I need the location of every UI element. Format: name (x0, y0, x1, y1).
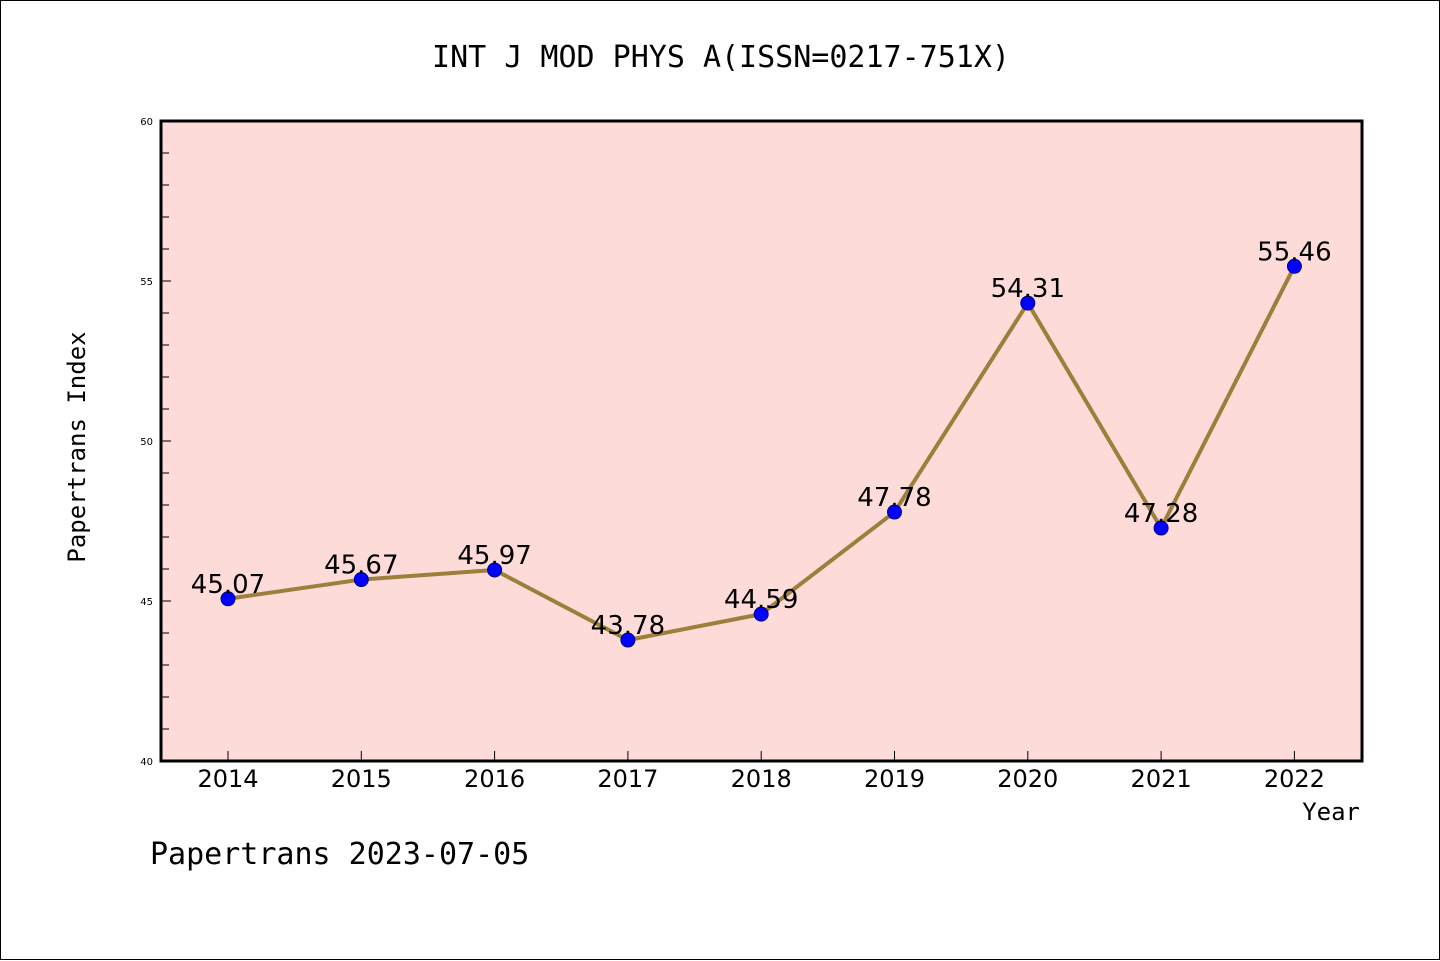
data-point (1153, 520, 1169, 536)
data-label: 43.78 (591, 611, 665, 641)
y-tick-label: 55 (140, 277, 153, 288)
x-tick-label: 2022 (1264, 765, 1325, 793)
y-axis-title: Papertrans Index (63, 331, 91, 562)
data-point (753, 606, 769, 622)
data-label: 47.78 (857, 483, 931, 513)
x-tick-label: 2021 (1131, 765, 1192, 793)
x-tick-label: 2019 (864, 765, 925, 793)
data-label: 44.59 (724, 585, 798, 615)
data-label: 45.07 (191, 570, 265, 600)
y-tick-label: 60 (140, 117, 153, 128)
data-point (220, 591, 236, 607)
x-axis-title: Year (1302, 798, 1360, 826)
data-label: 47.28 (1124, 499, 1198, 529)
y-tick-label: 40 (140, 757, 153, 768)
data-label: 45.97 (457, 541, 531, 571)
data-point (487, 562, 503, 578)
series-layer (220, 258, 1302, 648)
x-tick-label: 2015 (331, 765, 392, 793)
data-point (887, 504, 902, 520)
footer-date: Papertrans 2023-07-05 (150, 837, 529, 872)
data-point (620, 632, 636, 648)
x-tick-label: 2017 (597, 765, 658, 793)
data-label: 45.67 (324, 551, 398, 581)
data-label: 55.46 (1257, 237, 1331, 267)
data-point (1020, 295, 1036, 311)
data-labels: 45.07 45.67 45.97 43.78 44.59 47.78 54.31 47.28… (191, 237, 1332, 641)
x-tick-label: 2014 (197, 765, 258, 793)
x-tick-label: 2016 (464, 765, 525, 793)
x-tick-label: 2020 (997, 765, 1058, 793)
x-tick-label: 2018 (731, 765, 792, 793)
x-axis: 2014 2015 2016 2017 2018 2019 2020 2021 2022 (197, 751, 1325, 793)
data-point (353, 572, 369, 588)
y-tick-label: 50 (140, 437, 153, 448)
plot-area (161, 121, 1362, 761)
data-label: 54.31 (991, 274, 1065, 304)
data-point (1286, 258, 1302, 274)
y-tick-label: 45 (140, 597, 153, 608)
chart-title: INT J MOD PHYS A(ISSN=0217-751X) (432, 40, 1010, 75)
plot-frame (159, 119, 1364, 763)
